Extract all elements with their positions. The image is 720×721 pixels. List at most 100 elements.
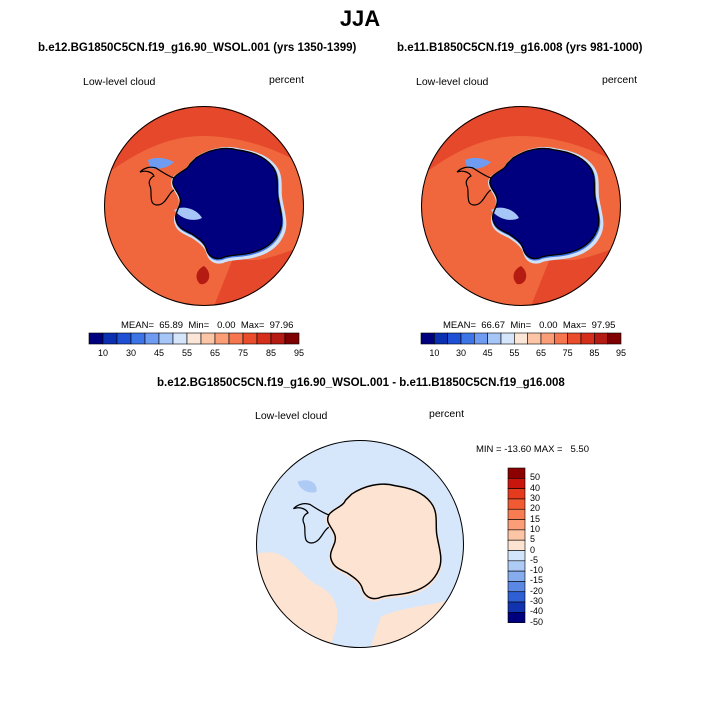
panel-2-colorbar-label: 65: [535, 348, 547, 358]
panel-1-map: [104, 106, 304, 306]
panel-2-colorbar: 10 30 45 55 65 75 85 95: [420, 332, 626, 361]
panel-1-peninsula-cloud: [148, 157, 174, 169]
panel-1-colorbar-box: [102, 332, 118, 345]
panel-1-colorbar-box: [144, 332, 160, 345]
panel-2-map-border: [421, 106, 621, 306]
panel-1-colorbar-box: [228, 332, 244, 345]
panel-2-colorbar-box: [514, 332, 528, 345]
panel-2-colorbar-box: [434, 332, 448, 345]
panel-1-colorbar-label: 10: [97, 348, 109, 358]
diff-units-label: percent: [429, 408, 465, 420]
diff-colorbar-label: 15: [530, 513, 541, 524]
panel-2-colorbar-label: 75: [562, 348, 573, 358]
panel-2-colorbar-box: [607, 332, 622, 345]
panel-1-colorbar-box: [172, 332, 188, 345]
panel-1-colorbar-label: 45: [153, 348, 165, 358]
panel-1-colorbar-box: [214, 332, 230, 345]
panel-1-colorbar-label: 95: [293, 348, 305, 358]
diff-negative-patch: [297, 480, 317, 493]
panel-2-colorbar-label: 30: [455, 348, 467, 358]
panel-1-continent-fill: [172, 148, 282, 259]
panel-2-dark-patch: [513, 266, 527, 285]
panel-2-colorbar-box: [567, 332, 582, 345]
diff-coastline: [326, 483, 442, 600]
figure-title: JJA: [339, 6, 381, 31]
panel-1-colorbar-box: [242, 332, 258, 345]
panel-2-colorbar-box: [420, 332, 435, 345]
panel-2-colorbar-box: [487, 332, 502, 345]
diff-colorbar-box: [507, 498, 526, 510]
panel-2-peninsula-coastline: [456, 166, 492, 206]
diff-colorbar-box: [507, 550, 526, 562]
panel-1-units-label: percent: [269, 74, 305, 86]
panel-1-colorbar-box: [88, 332, 104, 345]
diff-colorbar-label: 20: [530, 503, 541, 514]
diff-colorbar-box: [507, 519, 526, 531]
panel-2-colorbar-label: 10: [429, 348, 440, 358]
diff-colorbar-label: 40: [530, 482, 541, 493]
diff-colorbar-box: [507, 591, 526, 603]
panel-1-coastline: [172, 147, 283, 260]
panel-2-colorbar-box: [594, 332, 608, 345]
panel-1-colorbar-box: [256, 332, 272, 345]
panel-1-colorbar-box: [270, 332, 286, 345]
panel-1-field-label: Low-level cloud: [83, 76, 156, 88]
diff-colorbar-box: [507, 601, 526, 613]
panel-2-colorbar-label: 85: [589, 348, 600, 358]
diff-colorbar-box: [507, 508, 526, 520]
panel-2-colorbar-label: 95: [615, 348, 627, 358]
diff-colorbar-label: -15: [530, 575, 544, 586]
panel-2-title: b.e11.B1850C5CN.f19_g16.008 (yrs 981-100…: [397, 42, 643, 54]
diff-panel-title: b.e12.BG1850C5CN.f19_g16.90_WSOL.001 - b…: [157, 377, 565, 389]
diff-colorbar-label: -10: [530, 565, 544, 576]
panel-2-colorbar-box: [474, 332, 488, 345]
diff-colorbar-box: [507, 478, 526, 489]
panel-1-title: b.e12.BG1850C5CN.f19_g16.90_WSOL.001 (yr…: [38, 42, 357, 54]
diff-colorbar-label: 10: [530, 523, 541, 534]
panel-1-colorbar: 10 30 45 55 65 75 85 95: [88, 332, 304, 361]
panel-2-field-label: Low-level cloud: [416, 76, 489, 88]
diff-colorbar-box: [507, 529, 526, 541]
panel-1-colorbar-box: [186, 332, 202, 345]
diff-colorbar-label: 30: [530, 492, 541, 503]
diff-colorbar-box: [507, 570, 526, 582]
diff-peninsula-coastline: [292, 503, 330, 544]
panel-1-dark-patch: [196, 266, 210, 285]
diff-continent-positive: [325, 483, 443, 602]
diff-colorbar-box: [507, 539, 526, 551]
panel-1-colorbar-box: [200, 332, 216, 345]
panel-1-peninsula-coastline: [139, 166, 175, 206]
diff-stats: MIN = -13.60 MAX = 5.50: [476, 444, 589, 455]
diff-colorbar-label: 50: [530, 472, 541, 483]
panel-1-colorbar-label: 30: [125, 348, 137, 358]
panel-2-peninsula-cloud: [465, 157, 491, 169]
panel-2-colorbar-box: [527, 332, 542, 345]
panel-1-colorbar-label: 85: [265, 348, 277, 358]
diff-colorbar-boxes: [507, 467, 526, 623]
panel-2-colorbar-box: [500, 332, 515, 345]
panel-2-colorbar-box: [447, 332, 462, 345]
panel-1-colorbar-label: 75: [237, 348, 249, 358]
panel-1-colorbar-box: [284, 332, 300, 345]
panel-2-colorbar-box: [554, 332, 568, 345]
panel-1-ross-shelf: [174, 207, 202, 220]
panel-1-map-border: [104, 106, 304, 306]
diff-colorbar-box: [507, 560, 526, 572]
panel-2-map: [421, 106, 621, 306]
diff-colorbar-label: -50: [530, 616, 544, 627]
panel-2-ocean-high-band: [421, 106, 621, 176]
panel-2-colorbar-label: 45: [482, 348, 493, 358]
panel-2-colorbar-label: 55: [509, 348, 520, 358]
diff-colorbar-box: [507, 581, 526, 593]
diff-field-label: Low-level cloud: [255, 410, 328, 422]
diff-colorbar-label: 5: [530, 534, 536, 545]
diff-colorbar-box: [507, 488, 526, 500]
panel-2-continent-fill: [489, 148, 599, 259]
diff-map-border: [256, 440, 464, 648]
panel-1-colorbar-label: 65: [209, 348, 221, 358]
diff-colorbar-label: -30: [530, 596, 544, 607]
diff-colorbar-label: -5: [530, 554, 539, 565]
panel-1-stats: MEAN= 65.89 Min= 0.00 Max= 97.96: [121, 320, 294, 331]
panel-2-colorbar-box: [580, 332, 595, 345]
panel-2-units-label: percent: [602, 74, 638, 86]
